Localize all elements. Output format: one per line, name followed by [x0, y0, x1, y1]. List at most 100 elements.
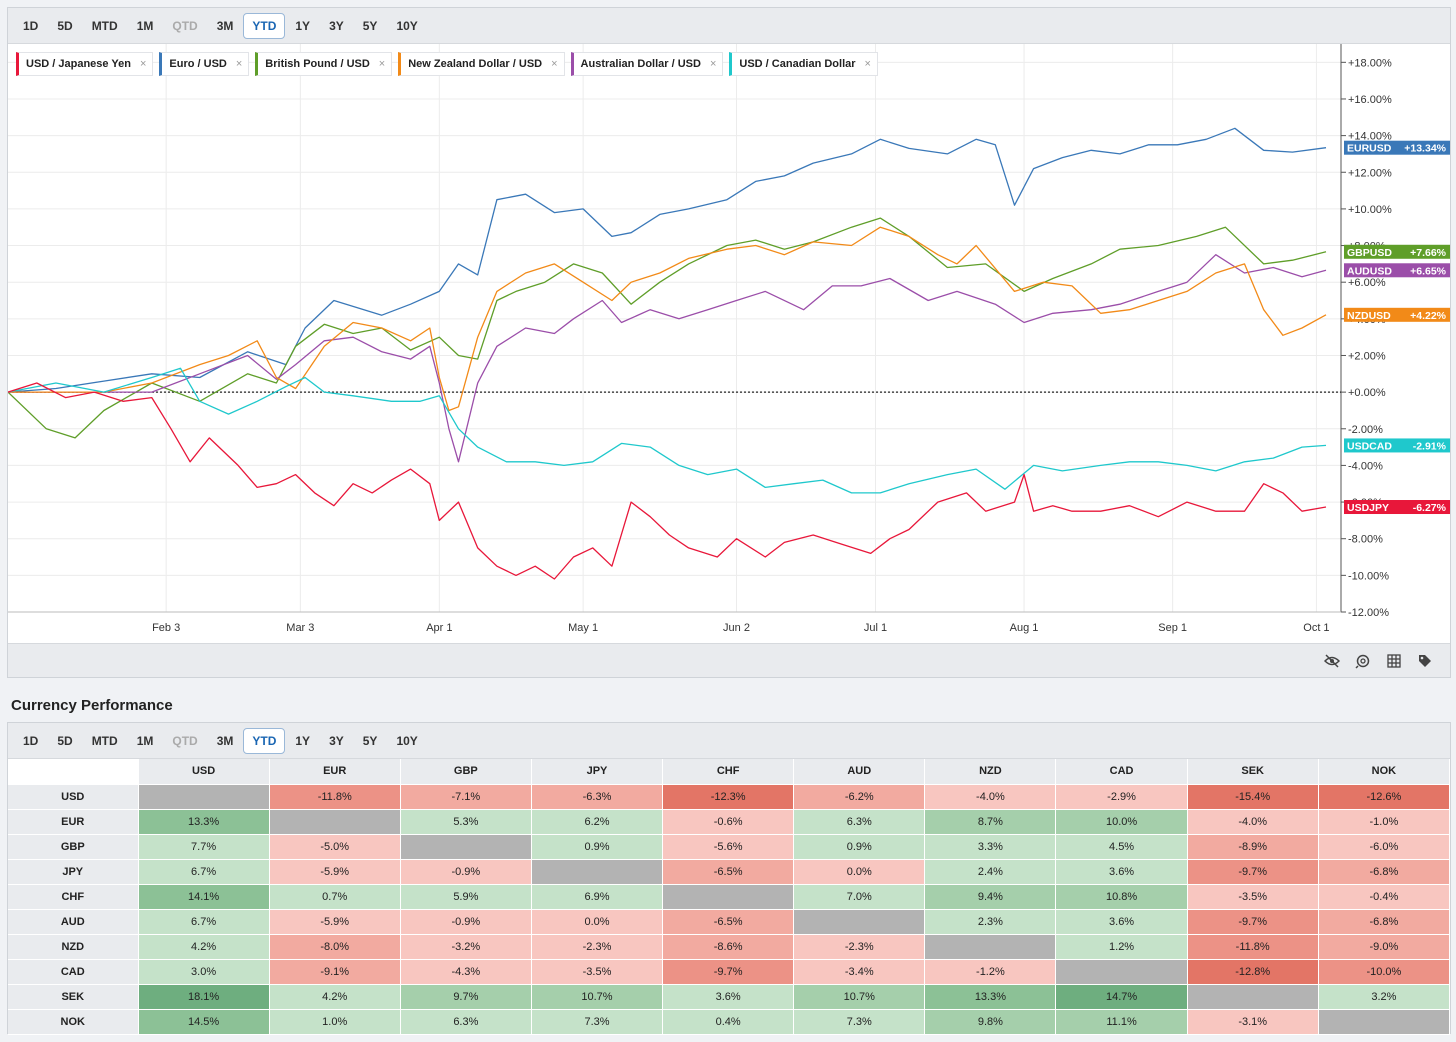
table-cell: -3.5%	[1187, 884, 1319, 910]
end-tag-bg	[1344, 244, 1450, 259]
table-range-qtd[interactable]: QTD	[172, 733, 198, 748]
close-icon[interactable]: ×	[709, 58, 717, 70]
table-cell: 10.7%	[793, 984, 926, 1010]
hide-icon[interactable]	[1324, 653, 1340, 669]
plot-area: -12.00%-10.00%-8.00%-6.00%-4.00%-2.00%+0…	[8, 44, 1450, 644]
table-range-5y[interactable]: 5Y	[362, 733, 378, 748]
legend-label: USD / Japanese Yen	[26, 58, 131, 70]
column-header-sek: SEK	[1187, 759, 1319, 785]
row-header-aud: AUD	[8, 909, 139, 935]
column-header-aud: AUD	[793, 759, 926, 785]
end-tag-symbol: EURUSD	[1347, 143, 1392, 155]
chart-range-5y[interactable]: 5Y	[362, 18, 378, 33]
legend-label: USD / Canadian Dollar	[739, 58, 856, 70]
legend-item-audusd[interactable]: Australian Dollar / USD ×	[570, 52, 724, 76]
table-range-1m[interactable]: 1M	[136, 733, 154, 748]
tag-icon[interactable]	[1417, 653, 1433, 669]
table-cell: 0.9%	[531, 834, 664, 860]
chart-range-qtd[interactable]: QTD	[172, 18, 198, 33]
chart-range-ytd[interactable]: YTD	[243, 12, 286, 39]
table-cell: 2.4%	[924, 859, 1057, 885]
column-header-usd: USD	[138, 759, 270, 785]
table-cell: -5.0%	[269, 834, 401, 860]
row-header-eur: EUR	[8, 809, 139, 835]
close-icon[interactable]: ×	[139, 58, 147, 70]
close-icon[interactable]: ×	[378, 58, 386, 70]
table-cell: -2.3%	[793, 934, 926, 960]
table-range-3y[interactable]: 3Y	[329, 733, 344, 748]
table-cell: 5.3%	[400, 809, 532, 835]
legend-item-gbpusd[interactable]: British Pound / USD ×	[255, 52, 393, 76]
close-icon[interactable]: ×	[864, 58, 871, 70]
table-cell: 6.3%	[793, 809, 926, 835]
x-tick-label: Sep 1	[1158, 622, 1187, 634]
table-cell: -6.8%	[1318, 859, 1451, 885]
table-range-ytd[interactable]: YTD	[243, 727, 286, 754]
table-cell: 3.2%	[1318, 984, 1451, 1010]
table-cell: 0.0%	[531, 909, 664, 935]
table-range-10y[interactable]: 10Y	[396, 733, 418, 748]
table-cell: 9.7%	[400, 984, 532, 1010]
chart-range-3y[interactable]: 3Y	[329, 18, 344, 33]
section-title: Currency Performance	[11, 697, 173, 714]
series-line-usdcad	[8, 367, 1327, 494]
zoom-reset-icon[interactable]	[1355, 653, 1371, 669]
table-cell: -2.9%	[1055, 784, 1188, 810]
diagonal-cell	[269, 809, 401, 835]
diagonal-cell	[138, 784, 270, 810]
chart-range-1m[interactable]: 1M	[136, 18, 154, 33]
table-cell: -5.9%	[269, 859, 401, 885]
x-tick-label: Apr 1	[426, 622, 452, 634]
end-tag-bg	[1344, 263, 1450, 278]
chart-range-5d[interactable]: 5D	[57, 18, 73, 33]
table-cell: -4.0%	[1187, 809, 1319, 835]
chart-range-3m[interactable]: 3M	[216, 18, 234, 33]
table-cell: -7.1%	[400, 784, 532, 810]
column-header-cad: CAD	[1055, 759, 1188, 785]
table-cell: 0.9%	[793, 834, 926, 860]
table-cell: 6.2%	[531, 809, 664, 835]
table-row: GBP 7.7% -5.0% 0.9% -5.6% 0.9% 3.3% 4.5% -8.9% -6…	[8, 834, 1451, 860]
table-cell: 0.4%	[662, 1009, 795, 1035]
table-cell: 7.3%	[531, 1009, 664, 1035]
legend-item-nzdusd[interactable]: New Zealand Dollar / USD ×	[398, 52, 565, 76]
table-cell: -6.3%	[531, 784, 664, 810]
table-cell: -8.0%	[269, 934, 401, 960]
table-range-5d[interactable]: 5D	[57, 733, 73, 748]
table-cell: -6.5%	[662, 909, 795, 935]
table-cell: 1.2%	[1055, 934, 1188, 960]
table-cell: -11.8%	[1187, 934, 1319, 960]
end-tag-value: +6.65%	[1410, 265, 1447, 277]
chart-range-mtd[interactable]: MTD	[91, 18, 118, 33]
table-cell: -8.9%	[1187, 834, 1319, 860]
table-range-mtd[interactable]: MTD	[91, 733, 118, 748]
close-icon[interactable]: ×	[551, 58, 558, 70]
chart-range-1d[interactable]: 1D	[23, 18, 39, 33]
table-cell: -8.6%	[662, 934, 795, 960]
table-cell: -5.9%	[269, 909, 401, 935]
end-tag-gbpusd: GBPUSD +7.66%	[1344, 244, 1450, 259]
series-line-gbpusd	[8, 217, 1327, 439]
grid-icon[interactable]	[1386, 653, 1402, 669]
table-range-3m[interactable]: 3M	[216, 733, 234, 748]
table-cell: -0.9%	[400, 859, 532, 885]
legend-item-eurusd[interactable]: Euro / USD ×	[159, 52, 250, 76]
chart-range-10y[interactable]: 10Y	[396, 18, 418, 33]
legend-item-usdcad[interactable]: USD / Canadian Dollar ×	[729, 52, 878, 76]
table-cell: -3.4%	[793, 959, 926, 985]
legend-item-usdjpy[interactable]: USD / Japanese Yen ×	[16, 52, 154, 76]
table-range-1d[interactable]: 1D	[23, 733, 39, 748]
end-tag-usdjpy: USDJPY -6.27%	[1344, 500, 1450, 515]
end-tag-bg	[1344, 307, 1450, 322]
chart-range-1y[interactable]: 1Y	[295, 18, 311, 33]
table-cell: 14.5%	[138, 1009, 270, 1035]
row-header-chf: CHF	[8, 884, 139, 910]
end-tag-symbol: USDJPY	[1347, 502, 1389, 514]
table-cell: -3.2%	[400, 934, 532, 960]
y-tick-label: -12.00%	[1348, 607, 1389, 619]
table-cell: 8.7%	[924, 809, 1057, 835]
table-range-1y[interactable]: 1Y	[295, 733, 311, 748]
table-cell: 5.9%	[400, 884, 532, 910]
close-icon[interactable]: ×	[235, 58, 243, 70]
diagonal-cell	[400, 834, 532, 860]
